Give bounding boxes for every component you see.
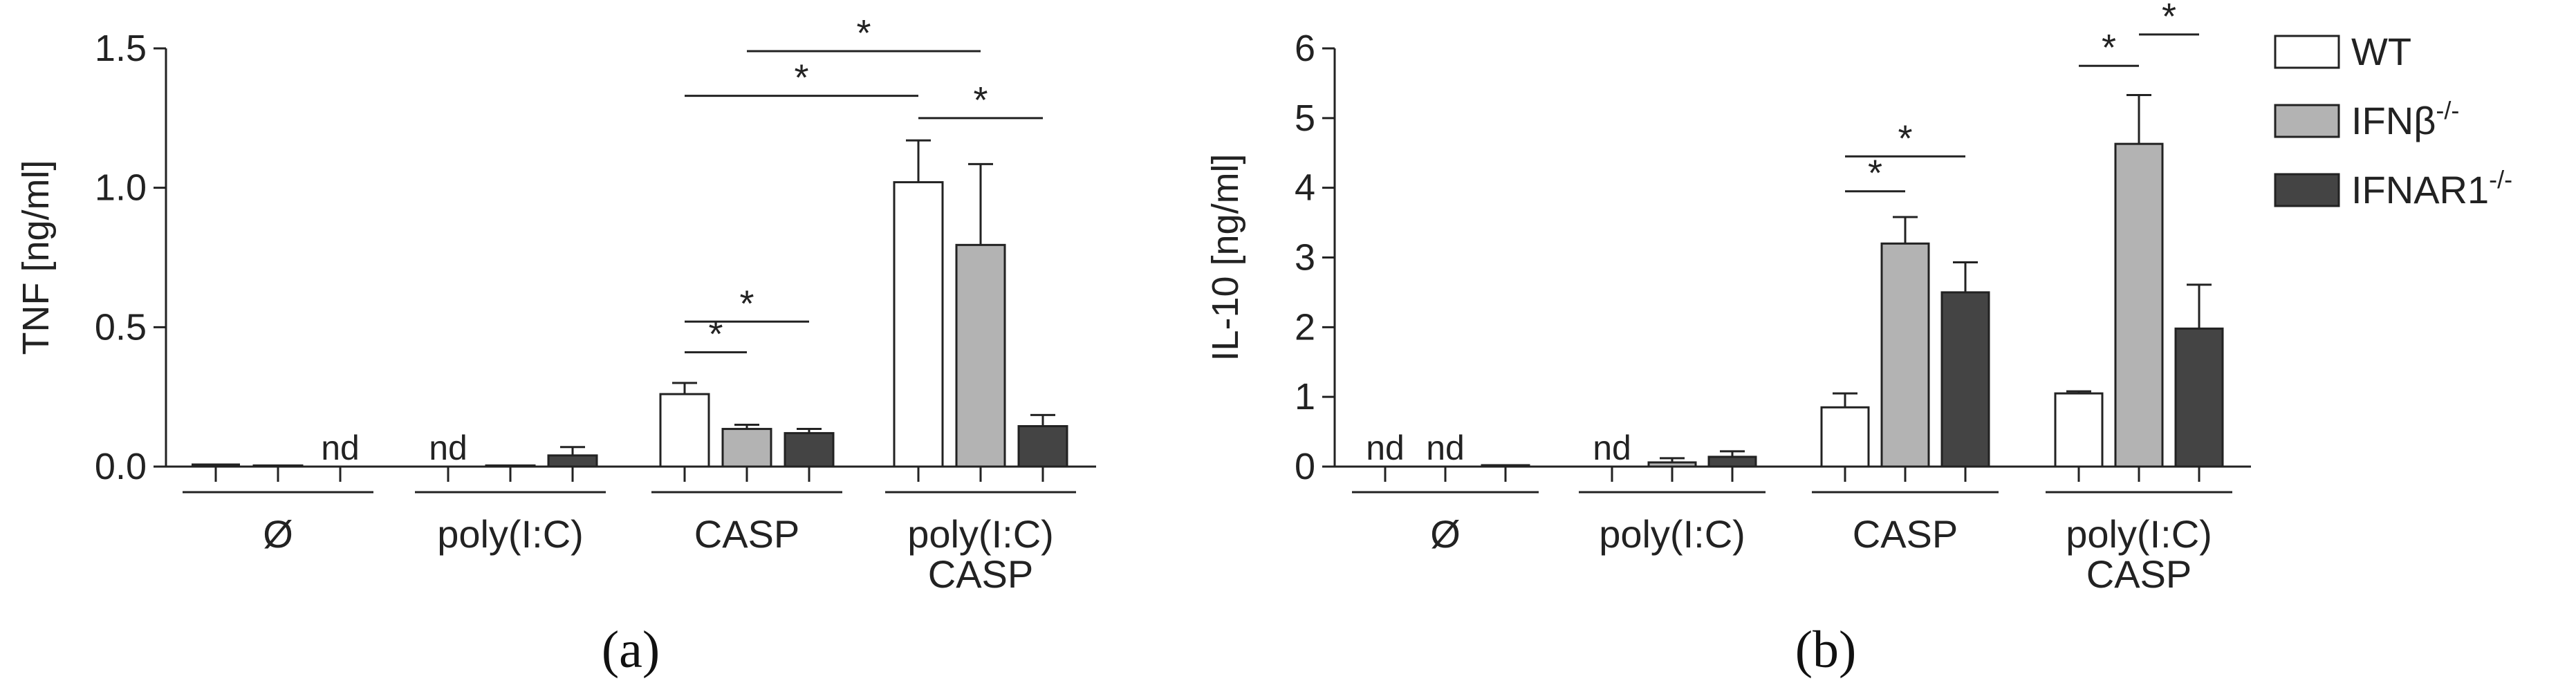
significance-star: *	[739, 283, 754, 324]
nd-label: nd	[1366, 429, 1405, 467]
bar	[2054, 392, 2104, 468]
legend-label: WT	[2351, 30, 2411, 73]
panel-label: (b)	[1795, 621, 1857, 679]
legend-label: IFNβ-/-	[2351, 96, 2459, 142]
nd-label: nd	[1426, 429, 1465, 467]
y-tick-label: 1	[1295, 376, 1315, 418]
significance-star: *	[856, 12, 871, 54]
y-tick-label: 1.0	[95, 167, 147, 209]
significance-star: *	[1868, 153, 1882, 194]
y-axis-title: TNF [ng/ml]	[15, 160, 57, 355]
legend-label-superscript: -/-	[2436, 96, 2459, 124]
category-label: poly(I:C)	[1599, 512, 1745, 556]
y-tick-label: 1.5	[95, 28, 147, 69]
bar	[893, 181, 944, 468]
significance-star: *	[2102, 27, 2116, 68]
nd-label: nd	[1593, 429, 1631, 467]
legend-label-text: IFNAR1	[2351, 168, 2489, 212]
bar	[659, 393, 710, 468]
significance-star: *	[973, 79, 988, 121]
category-label: poly(I:C)	[437, 512, 584, 556]
category-label: Ø	[1430, 512, 1461, 556]
y-tick-label: 6	[1295, 28, 1315, 69]
panel-label: (a)	[602, 621, 660, 679]
y-tick-label: 5	[1295, 97, 1315, 139]
category-label: CASP	[694, 512, 800, 556]
bar	[485, 464, 536, 468]
y-tick-label: 3	[1295, 237, 1315, 279]
category-label: Ø	[263, 512, 293, 556]
bar	[1820, 406, 1870, 468]
bar	[1647, 461, 1697, 468]
y-tick-label: 4	[1295, 167, 1315, 209]
bar	[1481, 464, 1530, 468]
category-label: CASP	[1853, 512, 1958, 556]
bar	[547, 454, 598, 468]
category-label: poly(I:C)	[2066, 512, 2212, 556]
bar	[1940, 291, 1990, 468]
category-label: CASP	[928, 552, 1034, 596]
y-tick-label: 0.5	[95, 306, 147, 348]
significance-star: *	[794, 57, 808, 99]
bar	[2174, 327, 2224, 468]
bar	[1017, 425, 1068, 468]
significance-star: *	[708, 314, 723, 355]
bar	[1707, 456, 1757, 468]
bar	[1880, 242, 1930, 468]
bar	[2114, 142, 2164, 468]
y-tick-label: 2	[1295, 306, 1315, 348]
legend-swatch	[2274, 35, 2340, 69]
nd-label: nd	[321, 429, 360, 467]
bar	[955, 243, 1006, 468]
legend-label-text: WT	[2351, 30, 2411, 73]
bar	[784, 432, 835, 468]
y-tick-label: 0.0	[95, 446, 147, 487]
significance-star: *	[1898, 118, 1912, 159]
bar	[252, 464, 304, 468]
nd-label: nd	[429, 429, 467, 467]
legend-label-text: IFNβ	[2351, 99, 2436, 142]
legend-label: IFNAR1-/-	[2351, 165, 2512, 212]
legend-swatch	[2274, 104, 2340, 138]
bar	[721, 428, 772, 468]
legend-label-superscript: -/-	[2489, 165, 2512, 194]
y-axis-title: IL-10 [ng/ml]	[1205, 153, 1246, 361]
category-label: CASP	[2086, 552, 2192, 596]
category-label: poly(I:C)	[907, 512, 1054, 556]
significance-star: *	[2162, 0, 2176, 37]
legend-swatch	[2274, 173, 2340, 207]
y-tick-label: 0	[1295, 446, 1315, 487]
